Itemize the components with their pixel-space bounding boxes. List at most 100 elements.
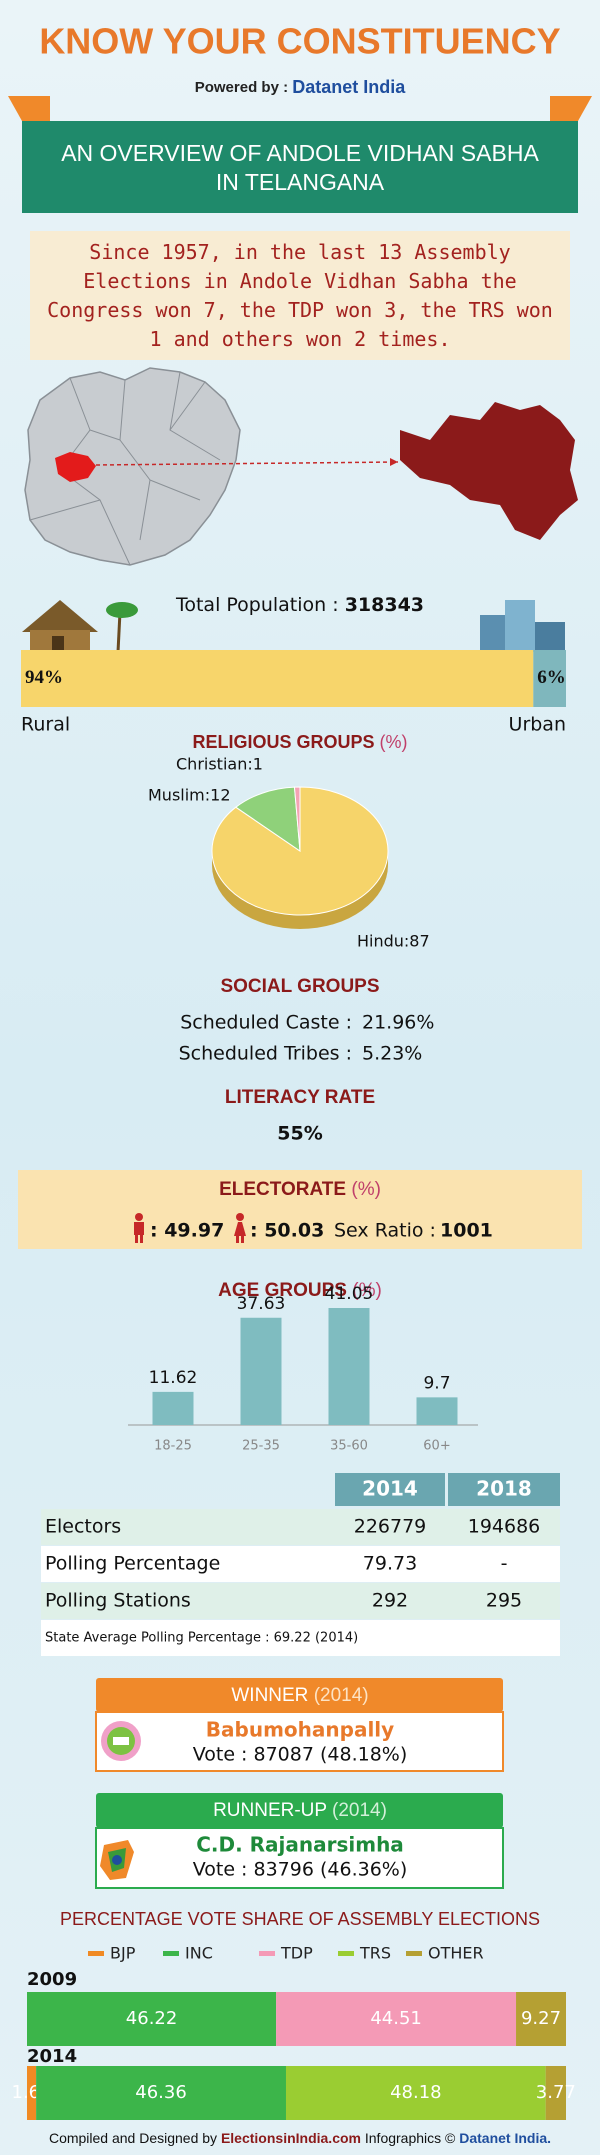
winner-title: WINNER (2014) <box>231 1685 368 1706</box>
arrow-head <box>390 458 398 466</box>
table-cell: 295 <box>486 1590 522 1612</box>
vote-share-bar <box>276 1992 517 2046</box>
title: KNOW YOUR CONSTITUENCY <box>39 21 560 62</box>
age-category: 18-25 <box>154 1439 192 1454</box>
legend-swatch <box>259 1951 275 1956</box>
winner-body <box>95 1711 504 1772</box>
table-note: State Average Polling Percentage : 69.22… <box>45 1631 358 1646</box>
table-header-cell <box>335 1473 445 1506</box>
table-row-label: Polling Stations <box>45 1590 191 1612</box>
vote-share-bar <box>27 1992 277 2046</box>
legend-label: INC <box>185 1944 213 1963</box>
population-label: Total Population : <box>175 594 339 616</box>
constituency-marker <box>55 452 96 482</box>
winner-vote: Vote : 87087 (48.18%) <box>193 1744 408 1766</box>
runner-symbol <box>100 1840 134 1880</box>
winner-year: (2014) <box>314 1685 369 1706</box>
vote-share-label: 9.27 <box>521 2008 561 2029</box>
footer: Compiled and Designed by ElectionsinIndi… <box>49 2130 551 2146</box>
table-row <box>41 1509 560 1545</box>
pointer-arrow <box>95 461 399 466</box>
age-bar <box>328 1308 370 1425</box>
table-cell: 79.73 <box>363 1553 417 1575</box>
pie-slice <box>235 786 301 853</box>
ribbon-right <box>550 96 592 121</box>
social-label: Scheduled Tribes : <box>179 1043 352 1065</box>
banner-line: IN TELANGANA <box>216 169 385 195</box>
vote-share-bar <box>27 2066 37 2120</box>
ribbon-left <box>8 96 50 121</box>
age-unit: (%) <box>352 1280 382 1301</box>
winner-title-text: WINNER <box>231 1685 308 1706</box>
age-bar <box>416 1397 458 1425</box>
literacy-title: LITERACY RATE <box>225 1087 375 1108</box>
population-chart: 94% 6% Rural Urban <box>21 650 566 736</box>
male-icon <box>134 1213 144 1243</box>
table-note-row <box>41 1620 560 1656</box>
table-row <box>41 1546 560 1582</box>
legend-swatch <box>88 1951 104 1956</box>
population-category: Urban <box>509 714 566 736</box>
pie-label: Christian:1 <box>176 755 263 774</box>
banner-line: AN OVERVIEW OF ANDOLE VIDHAN SABHA <box>61 140 539 166</box>
pie-slice <box>293 786 301 852</box>
electorate-title-text: ELECTORATE <box>219 1179 346 1200</box>
footer-brand: Datanet India. <box>459 2130 551 2146</box>
electorate-title: ELECTORATE (%) <box>219 1179 381 1200</box>
table-row <box>41 1583 560 1619</box>
year-label: 2014 <box>27 2046 77 2067</box>
electorate-unit: (%) <box>351 1179 381 1200</box>
table-cell: 292 <box>372 1590 408 1612</box>
pie-label: Muslim:12 <box>148 786 231 805</box>
age-category: 60+ <box>423 1439 450 1454</box>
powered-by: Powered by : Datanet India <box>195 77 407 97</box>
vote-share-bar <box>545 2066 566 2120</box>
age-value-label: 9.7 <box>423 1373 450 1393</box>
vote-share-label: 44.51 <box>370 2008 422 2029</box>
vote-share-label: 3.77 <box>536 2082 576 2103</box>
banner <box>22 121 578 213</box>
population-value-label: 6% <box>537 667 566 688</box>
age-category: 25-35 <box>242 1439 280 1454</box>
electorate-box <box>18 1170 582 1249</box>
social-value: 21.96% <box>362 1012 434 1034</box>
runner-year: (2014) <box>332 1800 387 1821</box>
urban-icon <box>480 600 565 652</box>
summary: Since 1957, in the last 13 Assembly Elec… <box>47 240 553 351</box>
year-label: 2009 <box>27 1969 77 1990</box>
runner-name: C.D. Rajanarsimha <box>196 1833 404 1857</box>
age-category: 35-60 <box>330 1439 368 1454</box>
runner-vote: Vote : 83796 (46.36%) <box>193 1859 408 1881</box>
population-category: Rural <box>21 714 70 736</box>
legend-label: OTHER <box>428 1944 484 1963</box>
brand: Datanet India <box>292 77 406 97</box>
pie-label: Hindu:87 <box>357 932 430 951</box>
age-title-text: AGE GROUPS <box>218 1280 347 1301</box>
legend-label: TDP <box>280 1944 313 1963</box>
female-icon <box>234 1213 246 1243</box>
vote-share-label: 46.22 <box>126 2008 178 2029</box>
legend-label: BJP <box>110 1944 136 1963</box>
legend-label: TRS <box>359 1944 391 1963</box>
district-lines <box>29 371 221 566</box>
sex-ratio-label: Sex Ratio : <box>334 1220 436 1242</box>
religion-pie: Hindu:87 Muslim:12 Christian:1 <box>148 755 430 951</box>
social-title: SOCIAL GROUPS <box>220 976 379 997</box>
social-label: Scheduled Caste : <box>180 1012 352 1034</box>
table-row-label: Polling Percentage <box>45 1553 220 1575</box>
age-bar <box>240 1317 282 1425</box>
winner-name: Babumohanpally <box>206 1718 394 1742</box>
population-total: 318343 <box>345 594 424 616</box>
table-cell: 226779 <box>354 1516 427 1538</box>
age-bar <box>152 1391 194 1425</box>
population: Total Population : 318343 <box>175 594 424 616</box>
legend-swatch <box>406 1951 422 1956</box>
vote-share-label: 48.18 <box>390 2082 442 2103</box>
table-header: 2018 <box>476 1477 532 1501</box>
footer-infographics: Infographics © <box>365 2130 456 2146</box>
population-bar <box>533 650 566 707</box>
polling-table: 2014 2018 Electors 226779 194686 Polling Perc… <box>41 1473 560 1656</box>
legend-swatch <box>338 1951 354 1956</box>
